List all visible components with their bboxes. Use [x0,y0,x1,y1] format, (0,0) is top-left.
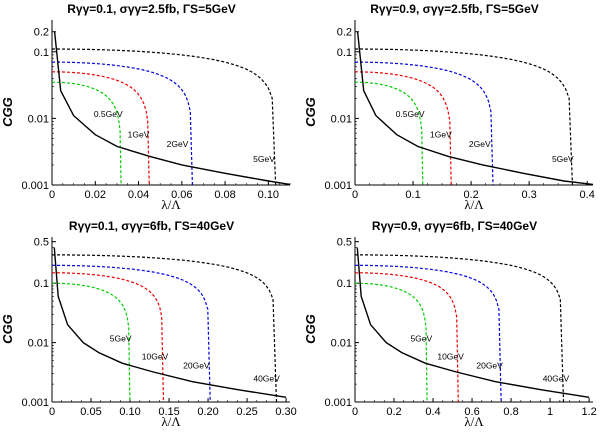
y-tick-label: 0.1 [34,278,49,290]
x-axis-label: λ/Λ [464,197,484,212]
series-line [52,48,277,185]
series-label: 20GeV [183,360,210,370]
series-line [355,81,424,185]
x-tick-label: 0.15 [158,406,179,418]
chart-title: Rγγ=0.1, σγγ=2.5fb, ΓS=5GeV [67,2,236,16]
x-tick-label: 0.4 [425,406,440,418]
x-tick-label: 0.2 [463,189,478,201]
series-label: 5GeV [410,333,432,343]
series-label: 1GeV [430,129,452,139]
chart-title: Rγγ=0.9, σγγ=6fb, ΓS=40GeV [371,219,538,233]
x-tick-label: 0 [352,189,358,201]
chart-panel-top-right: Rγγ=0.9, σγγ=2.5fb, ΓS=5GeV 0 0.1 0.2 0.3 0.… [303,0,606,216]
y-axis-label: CGG [303,97,318,127]
chart-svg: 0 0.2 0.4 0.6 0.8 1 1.2 0.001 0.01 0.1 0.5 CGG λ/Λ 5G… [303,237,597,429]
chart-svg: 0 0.02 0.04 0.06 0.08 0.10 0.001 0.01 0.1 0.2 CGG λ… [0,20,291,212]
x-axis-label: λ/Λ [161,197,181,212]
series-line [52,81,122,185]
y-tick-label: 0.001 [324,180,352,192]
x-tick-label: 0.02 [85,189,106,201]
y-tick-label: 0.2 [34,27,49,39]
chart-svg: 0 0.05 0.10 0.15 0.20 0.25 0.30 0.001 0.01 0.1 0.5… [0,237,297,429]
y-axis-label: CGG [0,314,15,344]
x-axis-label: λ/Λ [161,414,181,429]
x-tick-label: 0.8 [503,406,518,418]
y-tick-label: 0.1 [337,278,352,290]
x-tick-label: 0.08 [214,189,235,201]
series-line [355,48,574,185]
boundary-curve [53,247,287,398]
chart-title: Rγγ=0.9, σγγ=2.5fb, ΓS=5GeV [370,2,539,16]
series-label: 20GeV [476,360,503,370]
series-label: 1GeV [128,129,150,139]
boundary-curve [53,31,290,185]
x-tick-label: 0.10 [258,189,279,201]
boundary-curve [356,31,593,185]
x-tick-label: 1 [547,406,553,418]
series-label: 40GeV [543,374,570,384]
series-line [52,282,131,402]
x-tick-label: 0.20 [197,406,218,418]
chart-panel-top-left: Rγγ=0.1, σγγ=2.5fb, ΓS=5GeV 0 0.02 0.04 0.0… [0,0,303,216]
x-tick-label: 0.2 [386,406,401,418]
x-tick-label: 0.4 [580,189,595,201]
series-label: 5GeV [110,333,132,343]
series-line [52,264,211,402]
series-label: 10GeV [437,351,464,361]
x-tick-label: 0.25 [236,406,257,418]
y-tick-label: 0.001 [21,180,49,192]
series-line [52,61,194,185]
series-label: 2GeV [167,139,189,149]
series-line [355,254,565,402]
chart-svg: 0 0.1 0.2 0.3 0.4 0.001 0.01 0.1 0.2 CGG λ/Λ 0.5GeV… [303,20,595,212]
x-tick-label: 0.6 [464,406,479,418]
chart-title: Rγγ=0.1, σγγ=6fb, ΓS=40GeV [68,219,235,233]
y-tick-label: 0.01 [331,338,352,350]
boundary-curve [356,247,590,398]
series-label: 0.5GeV [396,109,425,119]
series-line [52,71,150,185]
x-tick-label: 0.10 [119,406,140,418]
y-axis-label: CGG [0,97,15,127]
x-tick-label: 0.30 [275,406,296,418]
series-label: 10GeV [142,351,169,361]
series-label: 0.5GeV [94,109,123,119]
x-tick-label: 0.06 [171,189,192,201]
series-line [52,254,278,402]
series-line [355,272,459,402]
y-tick-label: 0.01 [331,113,352,125]
y-tick-label: 0.5 [337,237,352,249]
y-tick-label: 0.2 [337,27,352,39]
series-line [355,71,452,185]
series-label: 5GeV [253,154,275,164]
x-tick-label: 1.2 [581,406,596,418]
chart-panel-bottom-left: Rγγ=0.1, σγγ=6fb, ΓS=40GeV 0 0.05 0.10 0.15… [0,217,303,433]
x-tick-label: 0.3 [521,189,536,201]
y-tick-label: 0.1 [34,47,49,59]
x-axis-label: λ/Λ [464,414,484,429]
y-tick-label: 0.1 [337,47,352,59]
x-tick-label: 0 [49,189,55,201]
series-line [52,272,165,402]
y-tick-label: 0.001 [21,397,49,409]
chart-panel-bottom-right: Rγγ=0.9, σγγ=6fb, ΓS=40GeV 0 0.2 0.4 0.6 0.8… [303,217,606,433]
y-tick-label: 0.01 [28,338,49,350]
series-label: 40GeV [253,374,280,384]
y-tick-label: 0.01 [28,113,49,125]
y-tick-label: 0.001 [324,397,352,409]
x-tick-label: 0.1 [405,189,420,201]
series-label: 5GeV [552,154,574,164]
x-tick-label: 0.04 [128,189,149,201]
series-label: 2GeV [469,139,491,149]
y-axis-label: CGG [303,314,318,344]
x-tick-label: 0.05 [80,406,101,418]
y-tick-label: 0.5 [34,237,49,249]
x-tick-label: 0 [352,406,358,418]
x-tick-label: 0 [49,406,55,418]
series-line [355,282,428,402]
series-line [355,61,494,185]
